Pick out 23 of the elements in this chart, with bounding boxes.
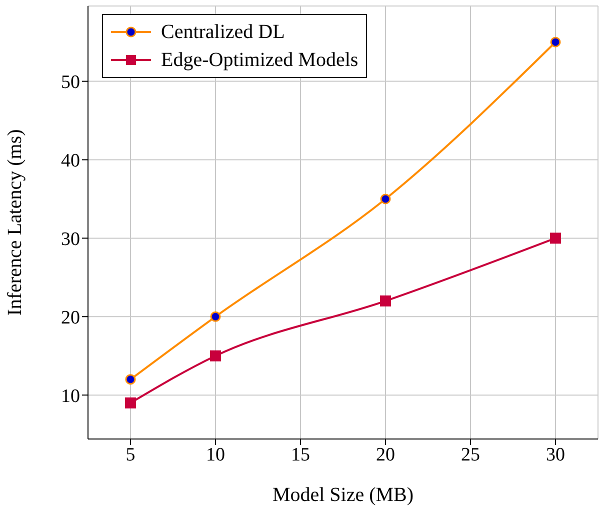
y-tick-label: 20 — [61, 307, 80, 328]
legend-label: Edge-Optimized Models — [161, 48, 358, 73]
y-tick-label: 50 — [61, 72, 80, 94]
point — [380, 194, 391, 204]
y-tick-label: 40 — [61, 150, 80, 172]
point — [210, 350, 221, 362]
legend-label: Centralized DL — [161, 20, 285, 45]
y-axis-title: Inference Latency (ms) — [4, 129, 26, 316]
point — [125, 397, 136, 408]
x-axis-title: Model Size (MB) — [272, 484, 414, 506]
x-tick-label: 10 — [206, 444, 225, 466]
point — [125, 374, 136, 385]
point — [550, 232, 561, 244]
point — [380, 295, 391, 306]
x-tick-label: 5 — [126, 444, 136, 466]
x-tick-label: 25 — [461, 444, 480, 466]
x-tick-label: 30 — [546, 444, 565, 466]
x-tick-label: 20 — [376, 444, 395, 466]
y-tick-label: 30 — [61, 228, 80, 250]
point — [210, 311, 221, 322]
point — [550, 36, 561, 48]
y-tick-label: 10 — [61, 386, 80, 407]
x-tick-label: 15 — [291, 444, 310, 466]
